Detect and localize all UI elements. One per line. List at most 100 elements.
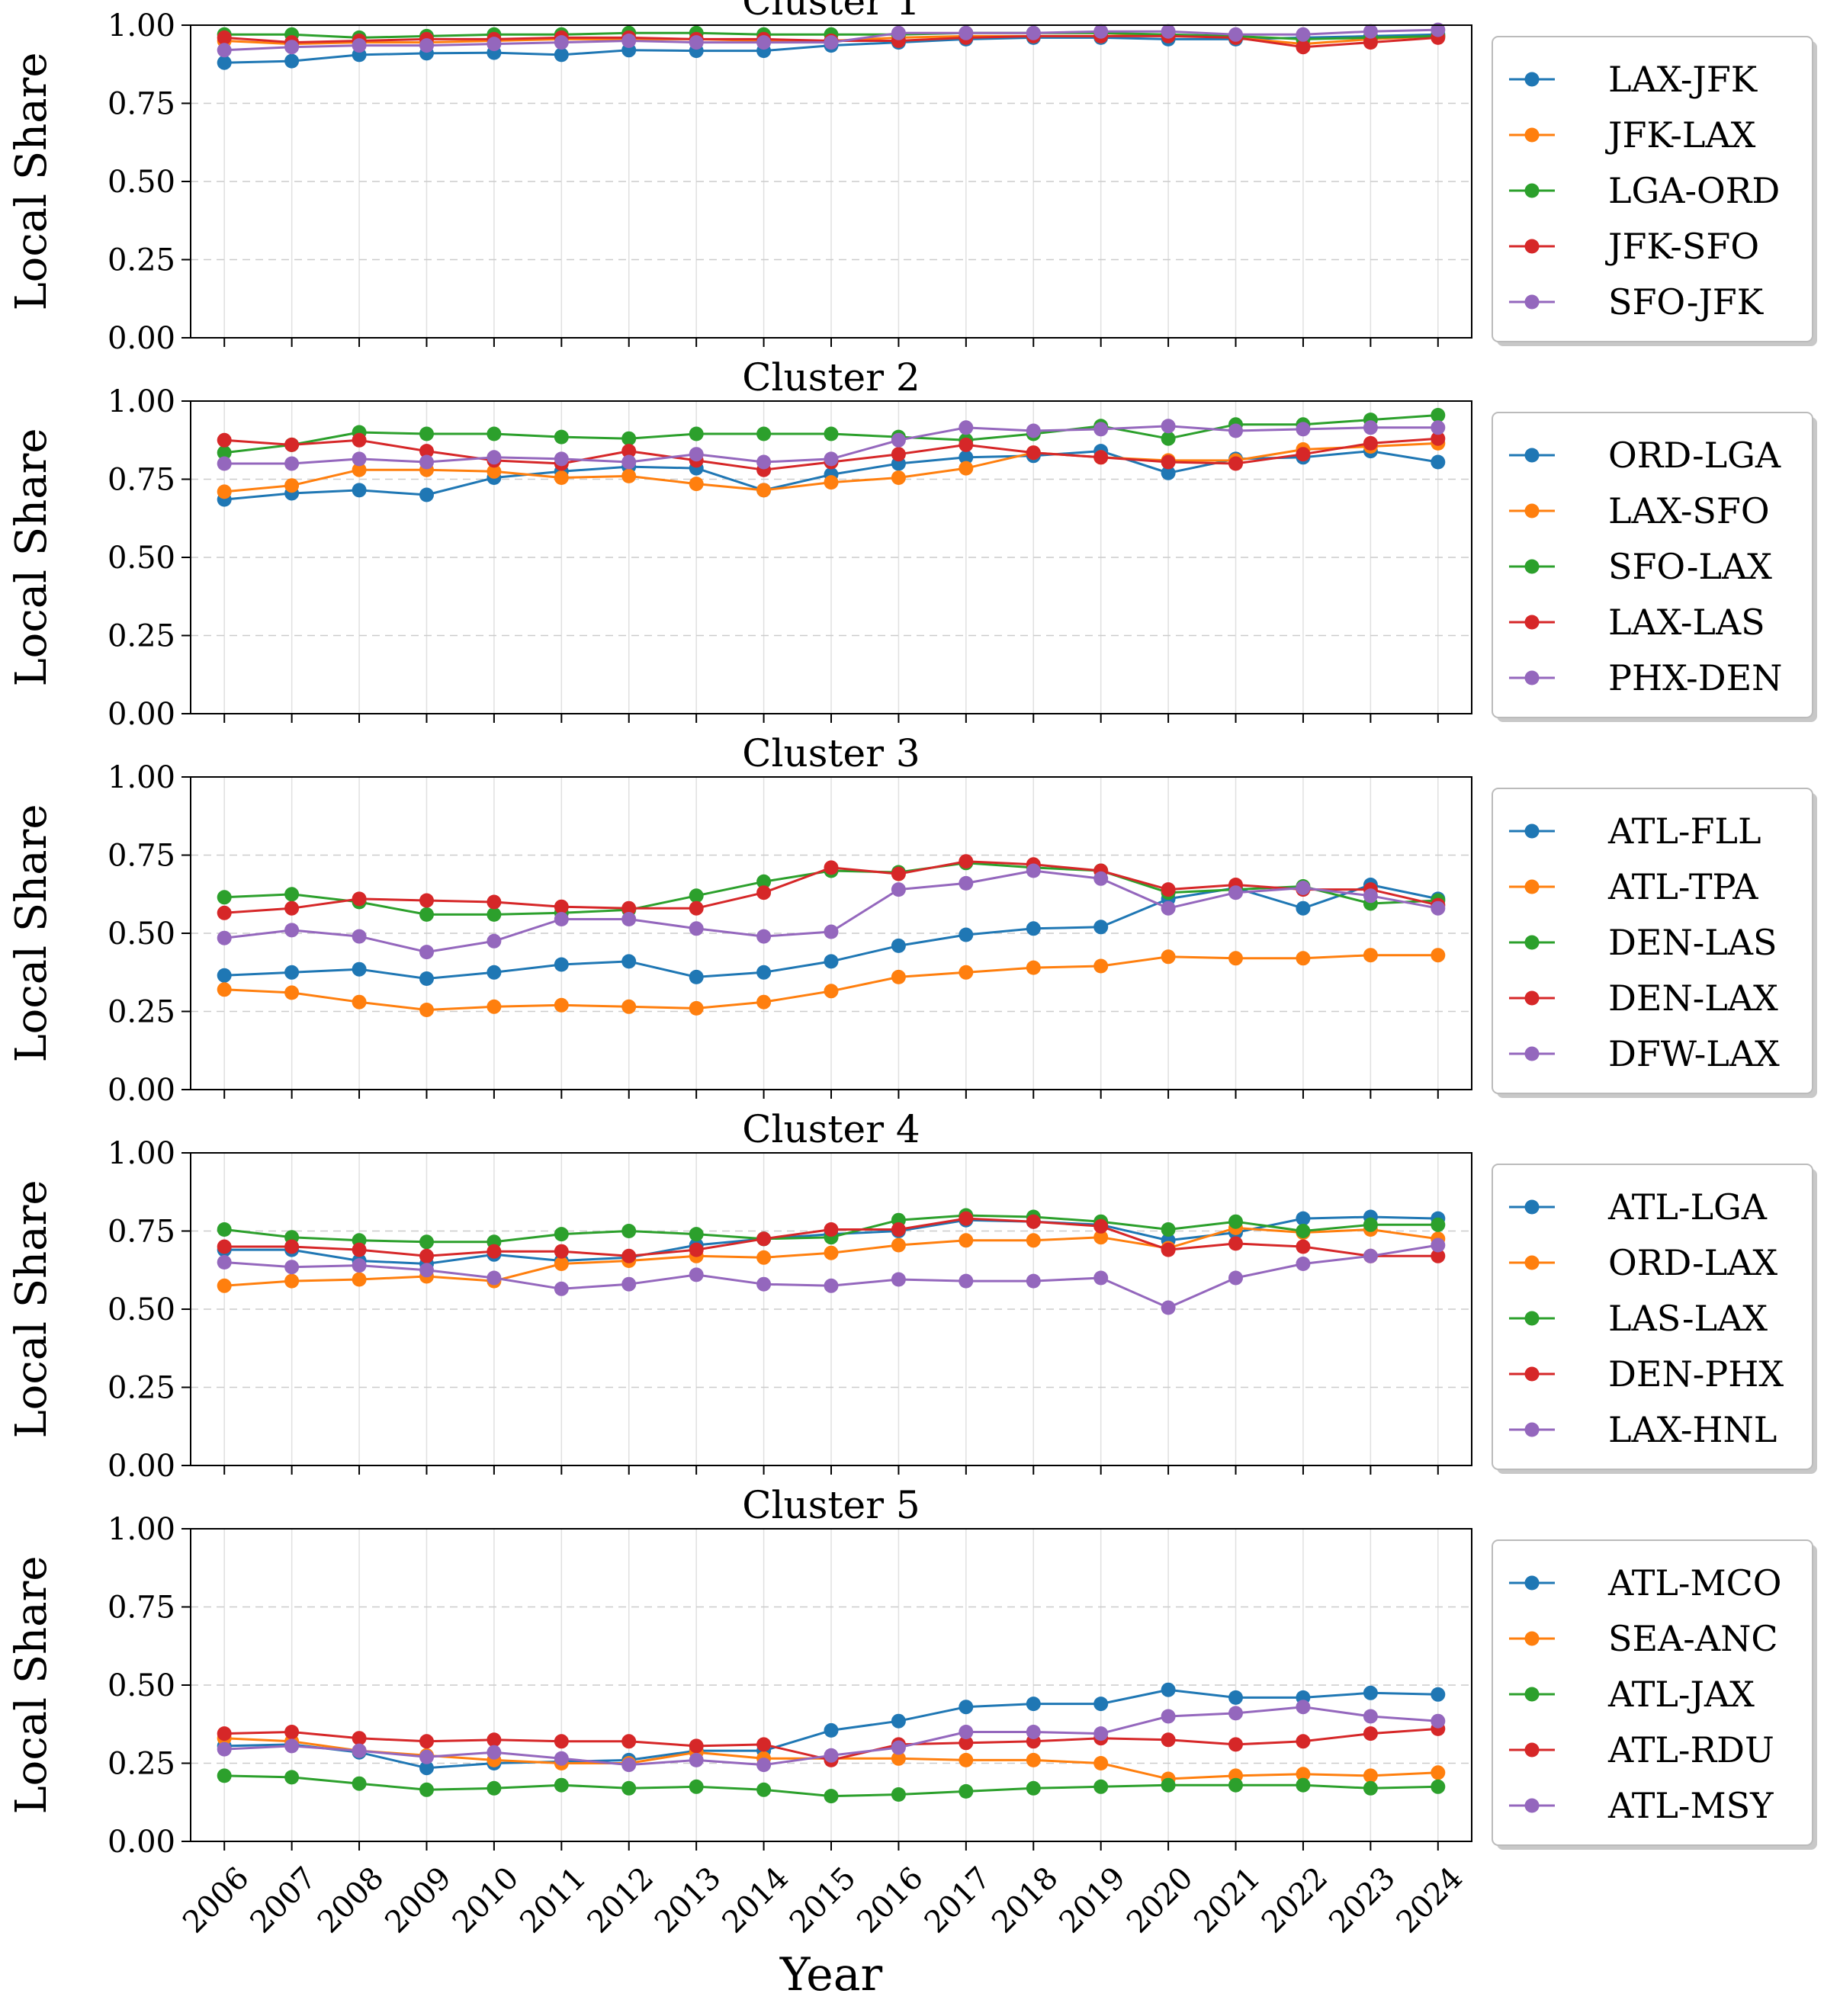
data-point: [1431, 1248, 1446, 1263]
data-point: [419, 426, 434, 441]
data-point: [959, 1752, 974, 1767]
data-point: [891, 25, 906, 40]
legend-entry: SFO-LAX: [1509, 546, 1772, 587]
data-point: [217, 43, 232, 58]
data-point: [824, 984, 839, 999]
data-point: [419, 1003, 434, 1017]
legend-label: JFK-SFO: [1605, 226, 1759, 267]
legend: LAX-JFK JFK-LAX LGA-ORD JFK-SFO SFO-JFK: [1492, 36, 1817, 346]
data-point: [824, 1278, 839, 1293]
data-point: [1161, 882, 1176, 897]
data-point: [284, 1770, 300, 1785]
data-point: [487, 1732, 502, 1748]
legend-entry: JFK-SFO: [1509, 226, 1759, 267]
data-point: [1363, 1726, 1378, 1742]
subplot-title: Cluster 5: [742, 1483, 920, 1527]
data-point: [891, 470, 906, 485]
data-point: [419, 1263, 434, 1278]
data-point: [891, 1713, 906, 1729]
data-point: [824, 475, 839, 490]
y-axis-label: Local Share: [7, 1555, 56, 1814]
data-point: [824, 860, 839, 875]
data-point: [621, 912, 637, 926]
data-point: [756, 1276, 772, 1292]
legend-marker-swatch: [1524, 823, 1540, 839]
y-tick-label: 1.00: [108, 1136, 175, 1171]
data-point: [1161, 1777, 1176, 1793]
data-point: [217, 1742, 232, 1757]
x-axis-label: Year: [779, 1948, 883, 2002]
data-point: [621, 1780, 637, 1796]
data-point: [756, 929, 772, 944]
data-point: [487, 1270, 502, 1286]
data-point: [1363, 1248, 1378, 1263]
data-point: [217, 456, 232, 471]
data-point: [1296, 1257, 1311, 1271]
y-axis-label: Local Share: [7, 1180, 56, 1438]
x-tick-label: 2007: [244, 1860, 324, 1941]
data-point: [284, 437, 300, 452]
data-point: [621, 1758, 637, 1773]
data-point: [1296, 27, 1311, 42]
data-point: [689, 1738, 704, 1754]
legend-label: LAX-SFO: [1608, 490, 1770, 531]
legend-box: [1492, 1164, 1813, 1470]
legend-label: ATL-JAX: [1607, 1674, 1755, 1715]
data-point: [284, 1273, 300, 1289]
data-point: [1363, 888, 1378, 904]
data-point: [284, 1738, 300, 1754]
y-axis-label: Local Share: [7, 52, 56, 310]
legend-marker-swatch: [1524, 448, 1540, 463]
data-point: [1431, 1779, 1446, 1794]
y-tick-label: 0.75: [108, 1591, 175, 1626]
data-point: [352, 1743, 367, 1758]
data-point: [689, 1779, 704, 1794]
data-point: [284, 965, 300, 980]
legend-marker-swatch: [1524, 1631, 1540, 1646]
data-point: [1296, 1777, 1311, 1793]
data-point: [487, 37, 502, 52]
series-DFW-LAX: [217, 863, 1446, 960]
data-point: [352, 1776, 367, 1791]
y-tick-label: 0.50: [108, 1668, 175, 1703]
data-point: [891, 969, 906, 984]
series-LAX-HNL: [217, 1238, 1446, 1315]
y-tick-label: 0.25: [108, 619, 175, 654]
data-point: [554, 997, 569, 1013]
data-point: [756, 454, 772, 470]
data-point: [689, 888, 704, 904]
data-point: [352, 451, 367, 467]
legend-label: ATL-MCO: [1607, 1562, 1781, 1603]
data-point: [1363, 1709, 1378, 1724]
data-point: [959, 420, 974, 435]
data-point: [554, 35, 569, 50]
data-point: [1093, 920, 1109, 935]
data-point: [621, 1276, 637, 1292]
data-point: [1363, 1685, 1378, 1700]
data-point: [621, 431, 637, 446]
legend-entry: LAX-SFO: [1509, 490, 1770, 531]
y-axis-label: Local Share: [7, 428, 56, 686]
data-point: [621, 444, 637, 459]
data-point: [352, 1242, 367, 1257]
data-point: [621, 1734, 637, 1749]
data-point: [487, 450, 502, 465]
legend-box: [1492, 1539, 1813, 1846]
series-ATL-TPA: [217, 948, 1446, 1017]
legend-label: DEN-PHX: [1608, 1353, 1784, 1395]
y-tick-label: 1.00: [108, 1512, 175, 1547]
data-point: [487, 1244, 502, 1259]
data-point: [621, 1224, 637, 1238]
data-point: [554, 1257, 569, 1271]
data-point: [756, 1250, 772, 1265]
data-point: [891, 1751, 906, 1766]
data-point: [824, 1748, 839, 1763]
data-point: [554, 1734, 569, 1749]
data-point: [824, 451, 839, 467]
subplot-title: Cluster 2: [742, 355, 920, 400]
legend-label: LAX-LAS: [1608, 602, 1765, 643]
data-point: [1431, 420, 1446, 435]
data-point: [1296, 1224, 1311, 1238]
legend-label: DFW-LAX: [1608, 1033, 1780, 1074]
y-tick-label: 0.50: [108, 917, 175, 952]
